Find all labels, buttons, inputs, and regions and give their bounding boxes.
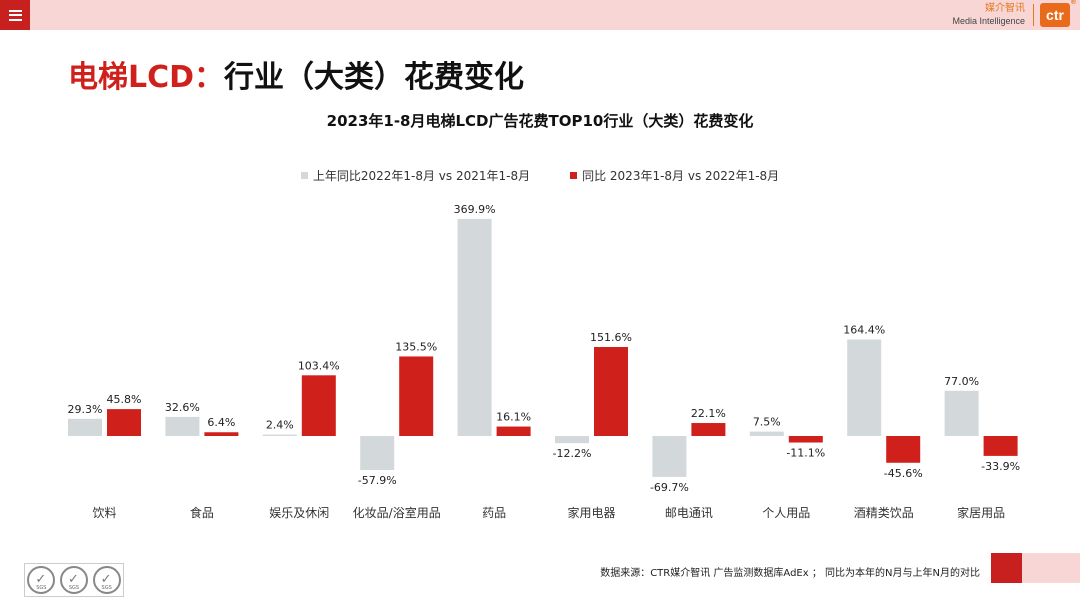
category-label: 个人用品 bbox=[762, 506, 810, 520]
data-source-note: 数据来源：CTR媒介智讯 广告监测数据库AdEx ； 同比为本年的N月与上年N月… bbox=[600, 568, 980, 579]
bar-chart: 29.3% 45.8% 饮料 32.6% 6.4% 食品 2.4% 103.4% 娱乐及休闲 -5… bbox=[68, 203, 1021, 520]
bar-prior bbox=[555, 436, 589, 444]
category-label: 娱乐及休闲 bbox=[269, 506, 329, 520]
chart-legend: 上年同比2022年1-8月 vs 2021年1-8月 同比 2023年1-8月 … bbox=[0, 167, 1080, 184]
data-label: -57.9% bbox=[358, 474, 397, 487]
certification-seals: ✓ SGS ✓ SGS ✓ SGS bbox=[24, 563, 124, 597]
legend-label-current: 同比 2023年1-8月 vs 2022年1-8月 bbox=[582, 169, 780, 183]
data-label: 7.5% bbox=[753, 416, 781, 429]
bar-current bbox=[301, 375, 336, 436]
bar-prior bbox=[165, 416, 200, 436]
bar-current bbox=[107, 409, 141, 436]
logo-text: ctr bbox=[1046, 7, 1064, 23]
bar-prior bbox=[360, 436, 395, 470]
logo-registered-mark: ® bbox=[1070, 0, 1076, 6]
seal-text: SGS bbox=[101, 585, 112, 591]
sgs-seal-icon: ✓ SGS bbox=[59, 566, 88, 594]
hamburger-menu-icon bbox=[8, 9, 22, 21]
legend-swatch-current bbox=[570, 172, 578, 179]
data-label: -12.2% bbox=[553, 447, 592, 460]
data-label: 164.4% bbox=[843, 323, 885, 336]
data-label: 77.0% bbox=[944, 375, 979, 388]
data-label: -69.7% bbox=[650, 481, 689, 494]
bar-prior bbox=[944, 390, 979, 436]
data-label: -11.1% bbox=[786, 447, 825, 460]
bar-current bbox=[496, 426, 531, 436]
data-label: 151.6% bbox=[590, 331, 632, 344]
legend-item-prior: 上年同比2022年1-8月 vs 2021年1-8月 bbox=[300, 167, 531, 184]
legend-swatch-prior bbox=[300, 172, 308, 179]
category-label: 邮电通讯 bbox=[665, 506, 713, 520]
category-label: 饮料 bbox=[92, 506, 116, 520]
bar-prior bbox=[68, 418, 102, 436]
page-title-text: 行业（大类）花费变化 bbox=[224, 60, 525, 95]
bar-prior bbox=[847, 339, 882, 436]
bar-current bbox=[788, 436, 823, 443]
bottom-accent-bar bbox=[991, 553, 1080, 583]
bottom-accent-block bbox=[991, 553, 1022, 583]
seal-text: SGS bbox=[68, 585, 80, 591]
sgs-seal-icon: ✓ SGS bbox=[92, 566, 121, 594]
top-bar: 媒介智讯 Media Intelligence ctr ® bbox=[0, 0, 1080, 30]
ctr-logo: ctr ® bbox=[1040, 0, 1076, 27]
brand-text: 媒介智讯 Media Intelligence bbox=[952, 3, 1025, 27]
bar-current bbox=[886, 436, 921, 463]
data-label: 135.5% bbox=[395, 340, 437, 353]
page-title: 电梯LCD：行业（大类）花费变化 bbox=[68, 52, 524, 96]
data-label: 29.3% bbox=[68, 403, 103, 416]
category-label: 家用电器 bbox=[567, 505, 615, 520]
brand: 媒介智讯 Media Intelligence ctr ® bbox=[952, 0, 1076, 27]
brand-name-cn: 媒介智讯 bbox=[985, 3, 1025, 14]
bar-prior bbox=[262, 434, 297, 436]
category-label: 食品 bbox=[190, 505, 214, 520]
seal-text: SGS bbox=[36, 585, 47, 591]
bar-prior bbox=[457, 218, 492, 436]
legend-label-prior: 上年同比2022年1-8月 vs 2021年1-8月 bbox=[312, 169, 531, 183]
data-label: 2.4% bbox=[266, 419, 294, 432]
bar-current bbox=[983, 436, 1018, 456]
data-label: -33.9% bbox=[981, 460, 1020, 473]
data-label: 45.8% bbox=[107, 393, 142, 406]
menu-button[interactable] bbox=[0, 0, 30, 30]
data-label: 32.6% bbox=[165, 401, 200, 414]
bar-current bbox=[691, 423, 726, 436]
chart-title: 2023年1-8月电梯LCD广告花费TOP10行业（大类）花费变化 bbox=[326, 112, 754, 130]
data-label: 103.4% bbox=[298, 359, 340, 372]
page-title-highlight: 电梯LCD： bbox=[68, 60, 225, 95]
bar-current bbox=[399, 356, 434, 436]
bar-current bbox=[204, 432, 239, 436]
category-label: 家居用品 bbox=[957, 505, 1005, 520]
bar-prior bbox=[652, 436, 687, 477]
data-label: 6.4% bbox=[207, 416, 235, 429]
brand-divider bbox=[1033, 4, 1034, 26]
legend-item-current: 同比 2023年1-8月 vs 2022年1-8月 bbox=[570, 167, 779, 184]
data-label: 16.1% bbox=[496, 411, 531, 424]
category-label: 酒精类饮品 bbox=[854, 506, 914, 520]
data-label: 369.9% bbox=[454, 203, 496, 216]
bar-prior bbox=[749, 431, 784, 436]
brand-name-en: Media Intelligence bbox=[952, 16, 1025, 26]
data-label: 22.1% bbox=[691, 407, 726, 420]
data-label: -45.6% bbox=[884, 467, 923, 480]
bar-current bbox=[594, 347, 628, 436]
sgs-seal-icon: ✓ SGS bbox=[27, 566, 56, 594]
category-label: 药品 bbox=[482, 506, 506, 520]
category-label: 化妆品/浴室用品 bbox=[353, 505, 441, 520]
